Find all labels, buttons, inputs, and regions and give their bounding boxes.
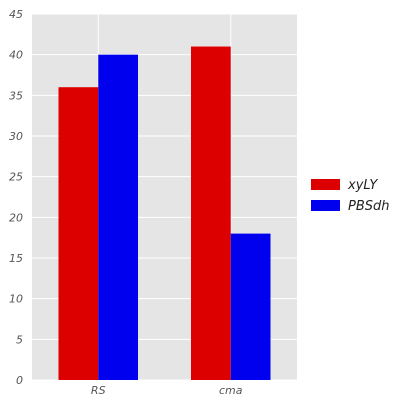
y-tick-label: 45 — [9, 8, 23, 21]
y-axis-ticks: 0 5 10 15 20 25 30 35 40 45 — [9, 8, 23, 387]
legend-swatch — [311, 179, 340, 190]
bar-PBSdh-cma — [230, 233, 271, 380]
legend: xyLY PBSdh — [311, 178, 390, 214]
y-tick-label: 30 — [9, 130, 23, 143]
y-tick-label: 15 — [9, 252, 23, 265]
legend-label: xyLY — [347, 178, 378, 193]
bar-xyLY-RS — [58, 87, 99, 380]
y-tick-label: 35 — [9, 89, 23, 102]
bar-xyLY-cma — [191, 46, 231, 381]
y-tick-label: 0 — [16, 374, 23, 387]
y-tick-label: 40 — [9, 49, 23, 62]
y-tick-label: 5 — [16, 333, 23, 346]
bar-PBSdh-RS — [98, 54, 138, 381]
y-tick-label: 25 — [9, 171, 23, 184]
y-tick-label: 20 — [9, 211, 23, 224]
legend-label: PBSdh — [348, 199, 390, 214]
legend-swatch — [311, 200, 340, 211]
bars — [58, 46, 271, 381]
x-tick-label: cma — [219, 384, 243, 397]
x-axis-ticks: RS cma — [91, 384, 243, 397]
y-tick-label: 10 — [9, 293, 23, 306]
x-tick-label: RS — [91, 384, 106, 397]
